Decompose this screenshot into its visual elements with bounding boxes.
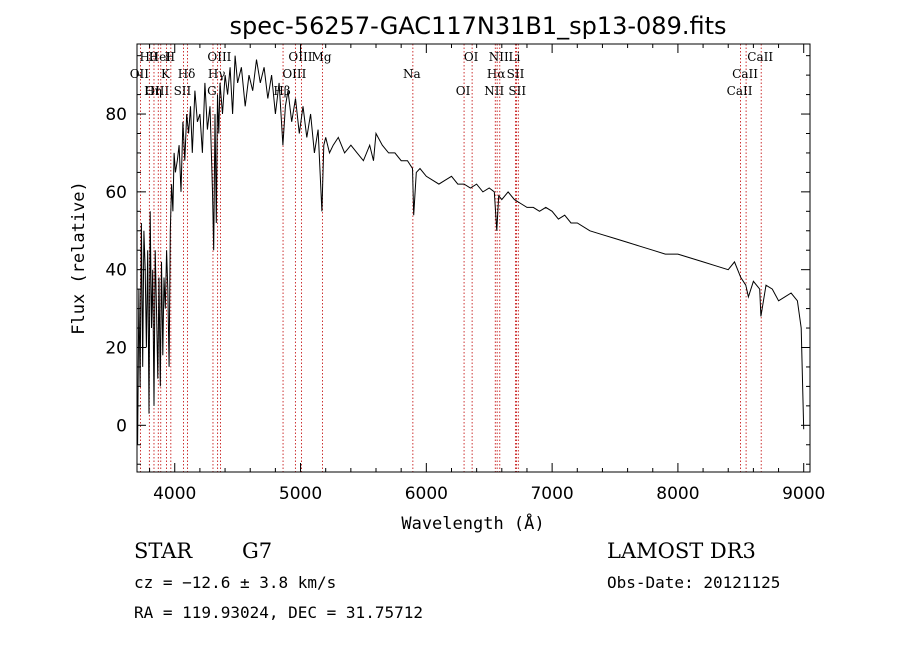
y-tick-label-3: 60 (105, 183, 127, 203)
x-tick-label-2: 6000 (405, 484, 448, 504)
redshift-text: cz = −12.6 ± 3.8 km/s (134, 573, 337, 592)
chart-title: spec-56257-GAC117N31B1_sp13-089.fits (229, 12, 726, 40)
spectral-line-label-16: Na (403, 67, 421, 81)
x-tick-label-5: 9000 (782, 484, 825, 504)
spectral-line-label-10: Hγ (208, 67, 226, 81)
object-class: STAR (134, 539, 193, 563)
x-axis-label: Wavelength (Å) (401, 512, 544, 534)
spectral-line-label-8: SII (174, 84, 192, 98)
y-axis-label: Flux (relative) (69, 181, 89, 335)
y-tick-label-1: 20 (105, 338, 127, 358)
coordinates: RA = 119.93024, DEC = 31.75712 (134, 603, 423, 622)
spectral-line-label-23: SII (508, 84, 526, 98)
y-tick-label-2: 40 (105, 261, 127, 281)
spectral-line-label-7: Hδ (178, 67, 196, 81)
spectral-line-label-17: OI (456, 84, 471, 98)
spectrum-chart: spec-56257-GAC117N31B1_sp13-089.fits Hθ O… (69, 12, 825, 534)
spectral-line-label-9: OIII (207, 50, 231, 64)
spectral-line-label-24: Li (508, 50, 520, 64)
spectral-line-label-11: G (207, 84, 217, 98)
survey-name: LAMOST DR3 (607, 539, 756, 563)
spectral-line-label-13: OIII (282, 67, 306, 81)
object-subclass: G7 (242, 539, 273, 563)
spectral-line-label-1: OII (130, 67, 150, 81)
y-axis-ticks: 0 20 40 60 80 (105, 55, 810, 465)
x-tick-label-1: 5000 (279, 484, 322, 504)
spectral-line-label-22: SII (507, 67, 525, 81)
spectral-line-label-18: OI (464, 50, 479, 64)
spectral-line-label-20: NII (484, 84, 504, 98)
spectral-line-label-0: Hθ (139, 50, 157, 64)
spectral-line-label-21: NII (489, 50, 509, 64)
spectral-line-label-4: K (161, 67, 171, 81)
y-tick-label-4: 80 (105, 105, 127, 125)
spectral-line-label-25: CaII (732, 67, 758, 81)
spectral-line-label-27: CaII (747, 50, 773, 64)
spectral-line-label-26: CaII (727, 84, 753, 98)
spectral-line-label-2: OIII (145, 84, 169, 98)
spectral-line-label-6: H (165, 50, 175, 64)
series-line-0 (137, 55, 805, 445)
x-tick-label-4: 8000 (656, 484, 699, 504)
spectral-line-label-15: Mg (312, 50, 332, 64)
spectral-line-label-19: Hα (487, 67, 506, 81)
plot-frame (136, 43, 811, 473)
spectral-line-label-3: HeI (149, 50, 172, 64)
spectrum-series (137, 55, 805, 445)
x-tick-label-3: 7000 (530, 484, 573, 504)
x-axis-ticks: 4000 5000 6000 7000 8000 9000 (149, 44, 825, 504)
spectral-line-label-12: OIII (288, 50, 312, 64)
obs-date: Obs-Date: 20121125 (607, 573, 781, 592)
x-tick-label-0: 4000 (153, 484, 196, 504)
spectral-line-label-5: Hη (144, 84, 162, 98)
spectral-line-markers: HθOIIOIIIHeIKHηHHδSIIOIIIHγGOIIIOIIIHβMg… (130, 44, 773, 472)
y-tick-label-0: 0 (116, 416, 127, 436)
